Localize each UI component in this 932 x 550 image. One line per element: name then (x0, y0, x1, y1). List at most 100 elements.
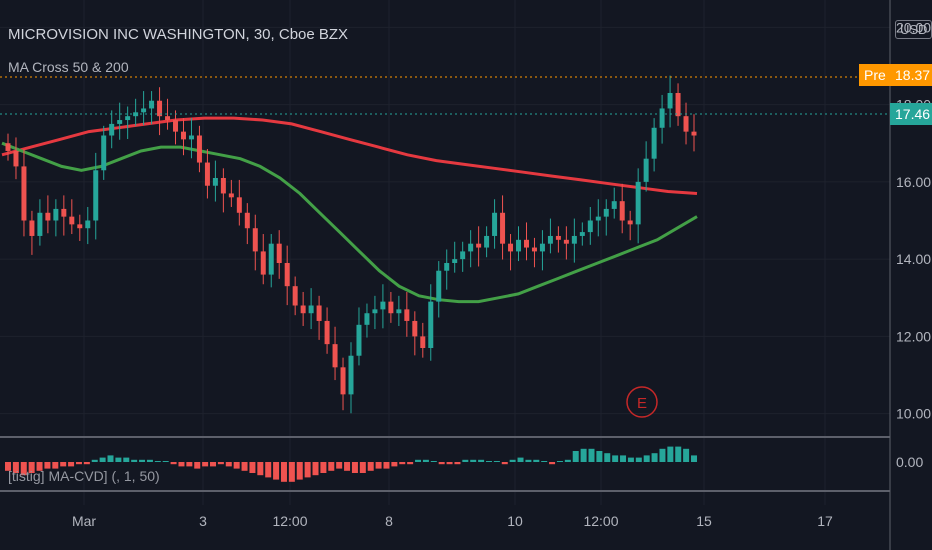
time-tick-label: 10 (507, 513, 523, 529)
cvd-bar (675, 446, 682, 462)
cvd-bar (383, 462, 390, 469)
cvd-bar (115, 457, 122, 462)
cvd-bar (478, 459, 485, 462)
cvd-bar (549, 462, 556, 465)
cvd-bar (257, 462, 264, 476)
currency-button[interactable]: USD (895, 20, 932, 39)
time-axis[interactable]: Mar 3 12:00 8 10 12:00 15 17 (72, 513, 833, 529)
candle-body (635, 181, 641, 225)
cvd-bar (265, 462, 272, 478)
candle-body (332, 344, 338, 368)
candle-body (5, 143, 11, 151)
candle-body (356, 324, 362, 356)
price-tick-label: 20.00 (896, 19, 931, 35)
cvd-bar (99, 457, 106, 462)
cvd-bar (154, 461, 161, 462)
cvd-bar (249, 462, 256, 473)
candle-body (484, 235, 490, 248)
candle-body (460, 251, 466, 260)
cvd-bar (580, 448, 587, 462)
candle-body (252, 228, 258, 252)
candles (5, 75, 697, 414)
time-tick-label: 8 (385, 513, 393, 529)
cvd-bar (407, 462, 414, 465)
candle-body (300, 305, 306, 314)
candle-body (37, 212, 43, 236)
candle-body (340, 367, 346, 395)
earnings-marker-label: E (637, 395, 647, 412)
candle-body (45, 212, 51, 221)
cvd-bar (367, 462, 374, 471)
ma50-line (1, 141, 698, 304)
candle-body (220, 178, 226, 194)
cvd-bar (612, 455, 619, 462)
candle-body (667, 93, 673, 109)
candle-body (516, 239, 522, 252)
cvd-bar (430, 461, 437, 462)
cvd-bar (533, 459, 540, 462)
candle-body (196, 135, 202, 163)
candle-body (547, 235, 553, 244)
candle-body (180, 131, 186, 140)
cvd-bar (194, 462, 201, 469)
candle-body (125, 116, 131, 121)
cvd-bar (596, 451, 603, 462)
candle-body (555, 235, 561, 240)
cvd-bar (627, 457, 634, 462)
cvd-bar (83, 462, 90, 465)
cvd-bar (556, 461, 563, 462)
candle-body (260, 251, 266, 275)
cvd-bar (131, 459, 138, 462)
candle-body (611, 201, 617, 209)
cvd-bar (667, 446, 674, 462)
candle-body (508, 243, 514, 252)
candle-body (188, 135, 194, 140)
pre-market-badge: Pre (859, 64, 891, 86)
time-tick-label: 15 (696, 513, 712, 529)
cvd-bar (351, 462, 358, 473)
candle-body (29, 220, 35, 236)
candle-body (364, 313, 370, 325)
cvd-bar (12, 462, 19, 473)
cvd-bar (328, 462, 335, 471)
cvd-bar (5, 462, 11, 471)
candle-body (372, 309, 378, 314)
candle-body (85, 220, 91, 229)
cvd-bar (422, 459, 429, 462)
cvd-bar (233, 462, 240, 469)
cvd-bar (454, 462, 461, 465)
cvd-bar (304, 462, 311, 478)
candle-body (268, 243, 274, 275)
cvd-bar (517, 457, 524, 462)
cvd-bar (359, 462, 366, 473)
candle-body (348, 355, 354, 395)
candle-body (53, 208, 59, 221)
price-tick-label: 10.00 (896, 406, 931, 422)
cvd-bar (28, 462, 35, 473)
cvd-bar (493, 461, 500, 462)
candle-body (324, 320, 330, 345)
candle-body (476, 243, 482, 248)
cvd-bar (123, 457, 130, 462)
indicator-title[interactable]: MA Cross 50 & 200 (8, 59, 129, 75)
candle-body (683, 116, 689, 132)
cvd-bar (438, 462, 445, 465)
cvd-bar (375, 462, 382, 469)
cvd-bar (604, 453, 611, 462)
cvd-bar (462, 459, 469, 462)
cvd-bar (572, 451, 579, 462)
earnings-marker[interactable] (626, 386, 658, 418)
cvd-indicator-title[interactable]: [tistig] MA-CVD] (, 1, 50) (8, 468, 160, 484)
candle-body (404, 309, 410, 321)
cvd-bar (91, 459, 98, 462)
candle-body (396, 309, 402, 314)
cvd-bar (241, 462, 248, 471)
candle-body (308, 305, 314, 314)
candle-body (444, 263, 450, 271)
cvd-bar (336, 462, 343, 469)
cvd-bar (588, 448, 595, 462)
candle-body (69, 216, 75, 225)
candle-body (539, 243, 545, 252)
